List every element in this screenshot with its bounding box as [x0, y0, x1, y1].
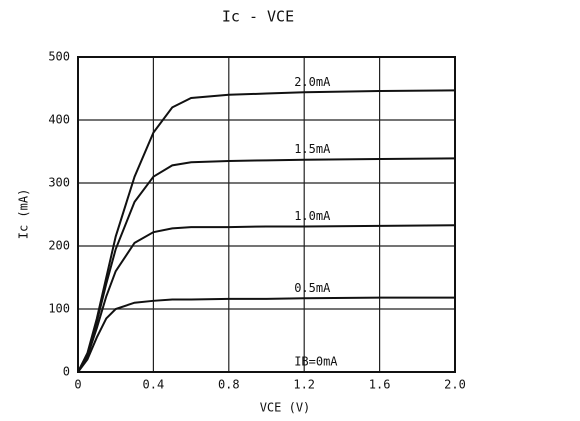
y-tick-label: 200: [48, 239, 70, 253]
y-tick-label: 0: [63, 365, 70, 379]
x-tick-label: 0.4: [143, 378, 165, 392]
x-tick-label: 1.6: [369, 378, 391, 392]
x-axis-label: VCE (V): [260, 401, 311, 415]
curve-label: 1.0mA: [294, 209, 331, 223]
x-tick-label: 1.2: [293, 378, 315, 392]
y-tick-label: 400: [48, 113, 70, 127]
y-axis-label: Ic (mA): [17, 189, 31, 240]
x-tick-label: 0: [74, 378, 81, 392]
curve: [77, 157, 456, 373]
curve: [77, 89, 456, 373]
x-tick-label: 0.8: [218, 378, 240, 392]
y-tick-label: 500: [48, 50, 70, 64]
curve-label: 0.5mA: [294, 281, 331, 295]
plot-frame: [77, 56, 456, 373]
y-tick-label: 100: [48, 302, 70, 316]
chart-title: Ic - VCE: [222, 8, 294, 26]
curve-label: 1.5mA: [294, 142, 331, 156]
curve-label: IB=0mA: [294, 355, 338, 369]
y-tick-label: 300: [48, 176, 70, 190]
x-tick-label: 2.0: [444, 378, 466, 392]
curve: [77, 296, 455, 373]
curve: [77, 224, 456, 373]
curve-label: 2.0mA: [294, 75, 331, 89]
